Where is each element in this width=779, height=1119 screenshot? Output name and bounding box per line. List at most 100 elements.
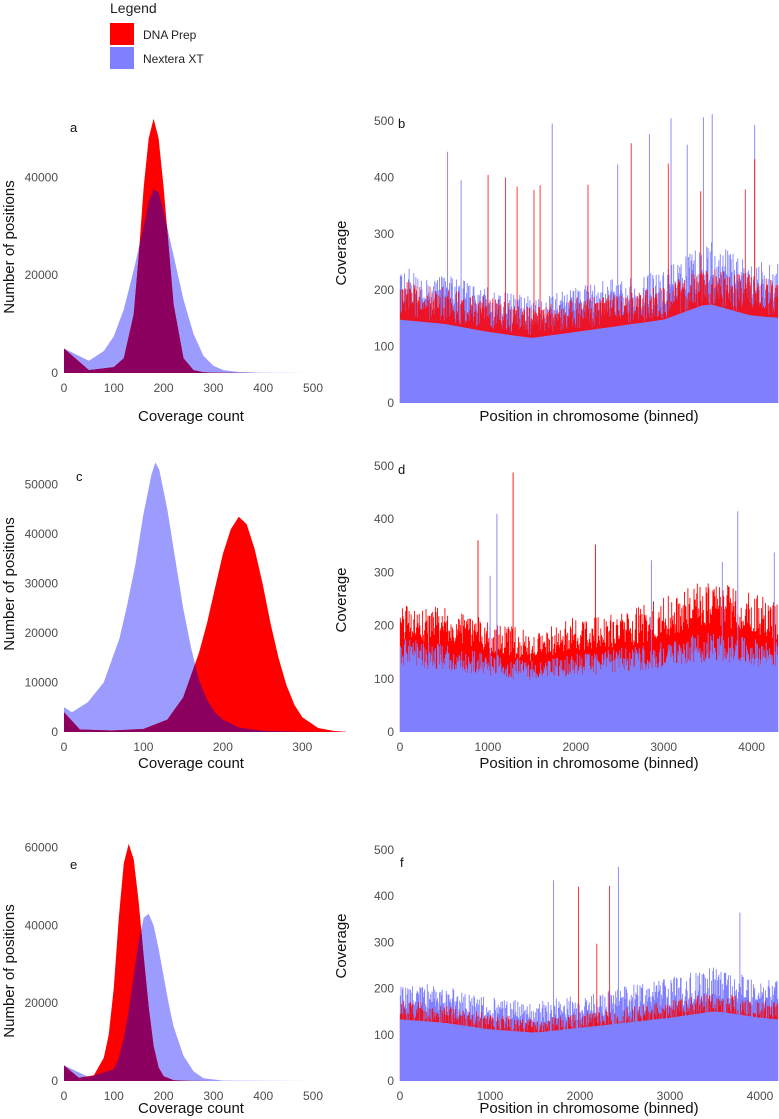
panel-label: c	[76, 469, 83, 484]
x-tick-label: 1000	[475, 740, 502, 754]
y-axis-label: Coverage	[333, 913, 350, 978]
series-nextera-xt-body	[400, 1011, 778, 1081]
x-axis-label: Coverage count	[138, 1100, 245, 1117]
x-tick-label: 0	[61, 740, 68, 754]
legend-label-nextera-xt: Nextera XT	[143, 52, 204, 66]
legend-swatch-dna-prep	[110, 23, 134, 45]
plot-area	[64, 118, 313, 373]
panel-e: e 0 20000 40000 60000 0 100 200 300 400 500 Cove…	[1, 841, 323, 1117]
series-nextera-xt-body	[400, 671, 778, 732]
y-axis-ticks: 0 100 200 300 400 500	[374, 843, 394, 1088]
y-tick-label: 0	[51, 366, 58, 380]
series-overlap-area	[64, 913, 313, 1081]
x-tick-label: 500	[303, 1089, 323, 1103]
x-tick-label: 300	[203, 1089, 223, 1103]
x-axis-label: Position in chromosome (binned)	[479, 755, 698, 772]
x-axis-ticks: 0 1000 2000 3000 4000	[397, 1089, 774, 1103]
panel-label: a	[70, 120, 78, 135]
x-axis-ticks: 0 1000 2000 3000 4000	[397, 740, 766, 754]
x-axis-ticks: 0 100 200 300 400 500	[61, 1089, 324, 1103]
x-tick-label: 1000	[477, 1089, 504, 1103]
x-tick-label: 300	[203, 381, 223, 395]
x-tick-label: 100	[104, 381, 124, 395]
plot-area	[64, 843, 313, 1081]
y-tick-label: 200	[374, 982, 394, 996]
panel-label: e	[70, 857, 77, 872]
panel-a: a 0 20000 40000 0 100 200 300 400 500 Coverage …	[1, 118, 324, 425]
panel-b: b 0 100 200 300 400 500 Position in chromosom…	[333, 114, 779, 425]
y-axis-label: Number of positions	[1, 180, 18, 313]
x-tick-label: 0	[397, 1089, 404, 1103]
y-tick-label: 20000	[25, 626, 59, 640]
legend: Legend DNA Prep Nextera XT	[110, 0, 204, 69]
x-tick-label: 0	[397, 740, 404, 754]
y-tick-label: 0	[387, 396, 394, 410]
x-tick-label: 100	[104, 1089, 124, 1103]
x-tick-label: 500	[303, 381, 323, 395]
y-tick-label: 100	[374, 672, 394, 686]
panel-d: d 0 100 200 300 400 500 0 1000 2000 3000 4000 Pos…	[333, 459, 779, 772]
y-tick-label: 500	[374, 843, 394, 857]
y-tick-label: 20000	[25, 996, 59, 1010]
y-tick-label: 100	[374, 1028, 394, 1042]
series-nextera-xt-area	[64, 913, 313, 1081]
y-axis-label: Number of positions	[1, 904, 18, 1037]
x-tick-label: 4000	[738, 740, 765, 754]
y-tick-label: 400	[374, 512, 394, 526]
y-tick-label: 300	[374, 935, 394, 949]
y-axis-label: Number of positions	[1, 517, 18, 650]
x-tick-label: 3000	[657, 1089, 684, 1103]
y-tick-label: 40000	[25, 170, 59, 184]
legend-swatch-nextera-xt	[110, 47, 134, 69]
x-axis-label: Coverage count	[138, 755, 245, 772]
y-tick-label: 50000	[25, 478, 59, 492]
y-tick-label: 200	[374, 283, 394, 297]
series-nextera-xt-area	[64, 189, 313, 373]
panel-label: b	[398, 116, 405, 131]
series-nextera-xt-area	[64, 462, 346, 732]
y-tick-label: 200	[374, 619, 394, 633]
y-tick-label: 10000	[25, 676, 59, 690]
y-tick-label: 300	[374, 565, 394, 579]
y-tick-label: 400	[374, 170, 394, 184]
y-tick-label: 0	[51, 725, 58, 739]
x-tick-label: 200	[213, 740, 233, 754]
x-tick-label: 200	[154, 1089, 174, 1103]
x-tick-label: 300	[292, 740, 312, 754]
x-axis-label: Position in chromosome (binned)	[479, 408, 698, 425]
x-tick-label: 400	[253, 1089, 273, 1103]
x-tick-label: 400	[253, 381, 273, 395]
x-tick-label: 2000	[567, 1089, 594, 1103]
x-tick-label: 4000	[747, 1089, 774, 1103]
x-tick-label: 0	[61, 1089, 68, 1103]
legend-label-dna-prep: DNA Prep	[143, 28, 197, 42]
y-tick-label: 40000	[25, 918, 59, 932]
y-axis-ticks: 0 100 200 300 400 500	[374, 459, 394, 739]
y-tick-label: 0	[387, 1074, 394, 1088]
y-tick-label: 500	[374, 114, 394, 128]
y-axis-label: Coverage	[333, 220, 350, 285]
legend-title: Legend	[110, 0, 157, 16]
x-axis-ticks: 0 100 200 300	[61, 740, 313, 754]
y-tick-label: 40000	[25, 527, 59, 541]
y-axis-ticks: 0 100 200 300 400 500	[374, 114, 394, 410]
x-axis-ticks: 0 100 200 300 400 500	[61, 381, 324, 395]
x-axis-label: Position in chromosome (binned)	[479, 1100, 698, 1117]
y-tick-label: 400	[374, 889, 394, 903]
x-tick-label: 2000	[562, 740, 589, 754]
x-tick-label: 3000	[650, 740, 677, 754]
y-tick-label: 60000	[25, 841, 59, 855]
y-axis-ticks: 0 20000 40000	[25, 170, 59, 380]
plot-area	[399, 472, 779, 732]
y-tick-label: 20000	[25, 268, 59, 282]
plot-area	[64, 462, 346, 732]
y-tick-label: 300	[374, 227, 394, 241]
y-tick-label: 0	[387, 725, 394, 739]
y-tick-label: 0	[51, 1074, 58, 1088]
plot-area	[399, 114, 779, 403]
panel-label: f	[400, 855, 404, 870]
y-tick-label: 500	[374, 459, 394, 473]
series-dna-prep-area	[64, 516, 346, 732]
x-axis-label: Coverage count	[138, 408, 245, 425]
